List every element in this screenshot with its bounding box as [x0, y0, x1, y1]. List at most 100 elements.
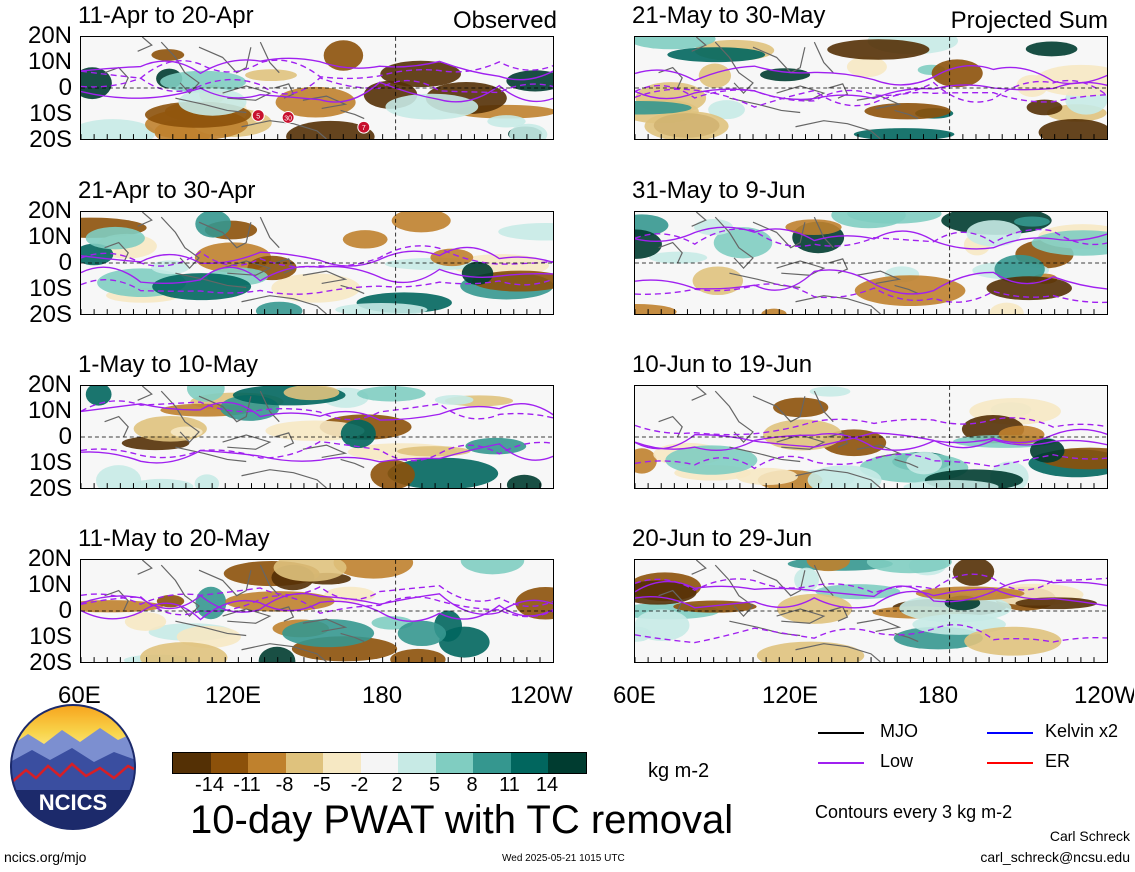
coastline — [691, 212, 707, 227]
coastline — [259, 216, 280, 249]
coastline — [894, 284, 919, 295]
coastline — [714, 564, 754, 617]
low-contour — [81, 443, 553, 464]
lat-label: 20N — [27, 545, 72, 572]
coastline — [894, 109, 919, 120]
colorbar-swatch — [398, 753, 436, 773]
panel-title: 31-May to 9-Jun — [632, 177, 806, 204]
coastline — [241, 295, 327, 314]
colorbar-swatch — [548, 753, 586, 773]
footer-url[interactable]: ncics.org/mjo — [4, 849, 87, 865]
coastline — [175, 97, 247, 114]
anomaly-shading — [283, 386, 340, 401]
coastline — [776, 434, 826, 450]
anomaly-shading — [152, 273, 252, 301]
colorbar-swatch — [173, 753, 211, 773]
panel-title: 11-May to 20-May — [78, 525, 270, 552]
legend-label-mjo: MJO — [880, 721, 918, 741]
coastline — [729, 446, 801, 463]
colorbar-swatch — [435, 753, 473, 773]
coastline — [658, 589, 683, 612]
anomaly-shading — [225, 591, 335, 612]
coastline — [340, 458, 365, 469]
anomaly-shading — [461, 261, 494, 285]
anomaly-shading — [434, 395, 474, 405]
anomaly-shading — [498, 222, 553, 241]
coastline — [259, 564, 280, 597]
coastline — [714, 41, 754, 94]
anomaly-shading — [635, 448, 657, 474]
low-contour — [635, 588, 1107, 609]
low-contour — [81, 401, 553, 421]
coastline — [274, 258, 295, 274]
ncics-logo: NCICS — [10, 704, 136, 830]
coastline — [691, 560, 707, 575]
contour-note: Contours every 3 kg m-2 — [815, 802, 1013, 822]
anomaly-shading — [124, 612, 167, 631]
low-contour — [635, 228, 1107, 247]
coastline — [691, 37, 707, 52]
low-contour — [81, 584, 553, 607]
tc-marker: 5 — [251, 109, 265, 122]
lat-label: 20S — [29, 649, 72, 676]
low-contour — [635, 269, 1107, 295]
anomaly-shading — [391, 212, 451, 233]
anomaly-shading — [713, 227, 773, 259]
anomaly-shading — [815, 584, 901, 600]
colorbar-swatch — [210, 753, 248, 773]
coastline — [137, 37, 153, 52]
legend-line-mjo — [818, 732, 864, 734]
low-contour — [81, 57, 553, 81]
anomaly-shading — [273, 560, 347, 582]
anomaly-shading — [777, 593, 853, 624]
low-contour — [81, 400, 553, 421]
coastline — [658, 241, 683, 264]
anomaly-shading — [140, 642, 228, 662]
anomaly-shading — [195, 212, 231, 238]
panel-label: Observed — [452, 7, 557, 34]
anomaly-shading — [333, 560, 414, 579]
coastline — [714, 390, 754, 443]
anomaly-shading — [773, 397, 829, 418]
colorbar-swatch — [473, 753, 511, 773]
lat-label: 10S — [29, 100, 72, 127]
low-contour — [635, 579, 1107, 603]
coastline — [813, 41, 834, 74]
coastline — [691, 386, 707, 401]
coastline — [828, 432, 849, 448]
colorbar-swatch — [285, 753, 323, 773]
anomaly-shading — [644, 111, 729, 139]
anomaly-shading — [509, 123, 548, 139]
colorbar-tick-label: 5 — [428, 774, 441, 796]
coastline — [302, 95, 348, 109]
coastline — [104, 415, 129, 438]
lon-label-60e-left: 60E — [58, 682, 101, 709]
anomaly-shading — [966, 220, 1022, 247]
svg-text:30: 30 — [284, 115, 292, 122]
coastline — [222, 434, 272, 450]
low-contour — [81, 81, 553, 103]
anomaly-shading — [1026, 99, 1063, 116]
lat-label: 10S — [29, 275, 72, 302]
anomaly-shading — [794, 567, 820, 592]
low-contour — [635, 283, 1107, 304]
anomaly-shading — [649, 251, 708, 264]
anomaly-shading — [708, 100, 745, 120]
low-contour — [81, 245, 553, 268]
lon-label-120e-left: 120E — [205, 682, 262, 709]
pwat-map — [80, 211, 554, 315]
anomaly-shading — [785, 219, 842, 236]
lat-label: 0 — [58, 74, 72, 101]
lon-label-120w-right: 120W — [1074, 684, 1134, 708]
panel-title: 21-May to 30-May — [632, 2, 826, 29]
coastline — [752, 569, 806, 597]
colorbar-tick-label: -5 — [313, 774, 331, 796]
anomaly-shading — [831, 212, 906, 229]
colorbar-tick-label: 11 — [499, 774, 520, 796]
panel-title: 11-Apr to 20-Apr — [78, 2, 254, 29]
coastline — [729, 97, 801, 114]
anomaly-shading — [635, 100, 692, 115]
anomaly-shading — [170, 426, 203, 438]
lat-label: 0 — [58, 423, 72, 450]
coastline — [175, 272, 247, 289]
